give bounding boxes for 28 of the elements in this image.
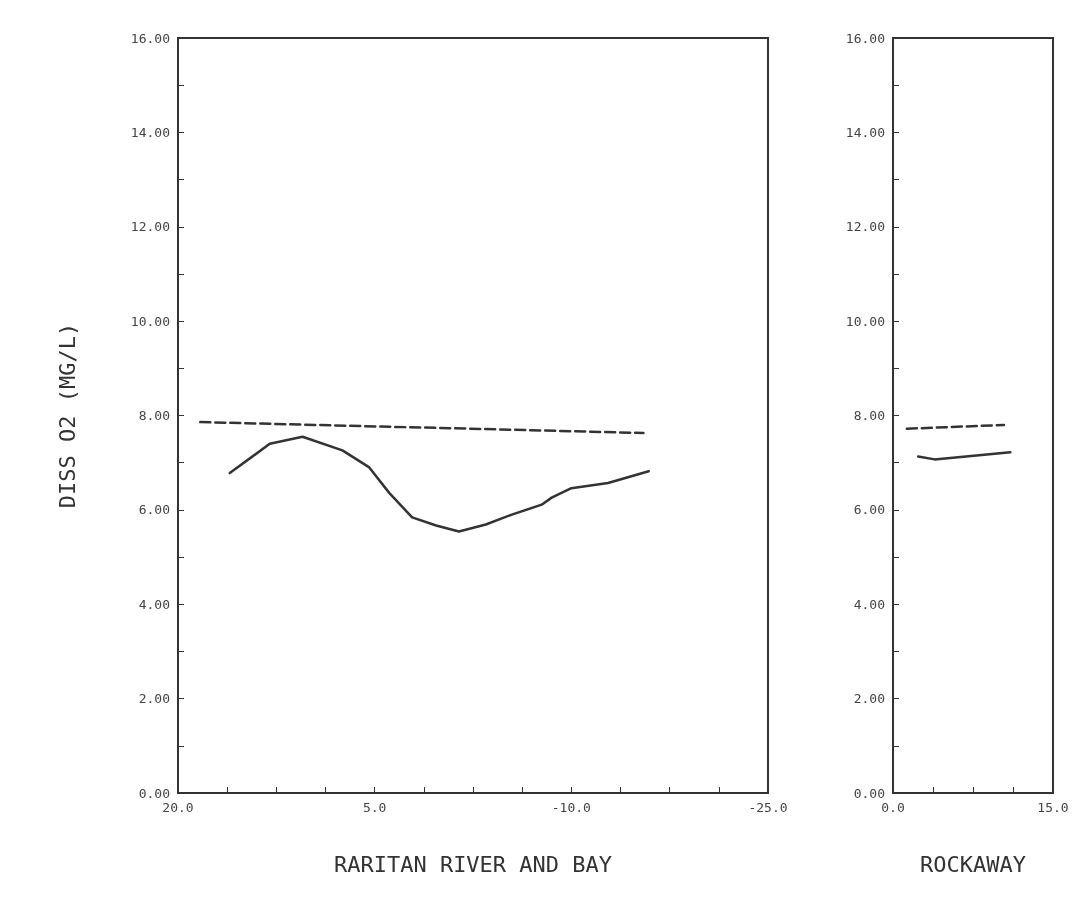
y-tick-label: 6.00 — [853, 502, 885, 518]
y-tick-label: 8.00 — [853, 408, 885, 423]
y-tick-label: 4.00 — [138, 596, 170, 612]
y-tick-label: 2.00 — [138, 691, 170, 707]
y-tick-label: 16.00 — [845, 30, 885, 46]
x-tick-label: 15.0 — [1037, 800, 1069, 815]
x-tick-label: 5.0 — [362, 800, 387, 815]
x-axis-title: ROCKAWAY — [920, 851, 1026, 877]
x-tick-label: 0.0 — [881, 800, 905, 815]
y-tick-label: 0.00 — [138, 785, 170, 801]
x-tick-label: 20.0 — [162, 800, 194, 815]
y-tick-label: 4.00 — [853, 596, 885, 612]
y-tick-label: 14.00 — [130, 124, 170, 140]
y-tick-label: 12.00 — [845, 219, 885, 235]
y-tick-label: 6.00 — [138, 502, 170, 518]
x-tick-label: -25.0 — [748, 800, 788, 815]
x-axis-title: RARITAN RIVER AND BAY — [333, 851, 613, 877]
y-tick-label: 14.00 — [845, 124, 885, 140]
y-tick-label: 2.00 — [853, 691, 885, 707]
y-tick-label: 10.00 — [845, 313, 885, 329]
y-tick-label: 10.00 — [130, 313, 170, 329]
x-tick-label: -10.0 — [551, 800, 591, 815]
y-tick-label: 12.00 — [130, 219, 170, 235]
y-tick-label: 0.00 — [853, 785, 885, 801]
y-axis-title: DISS O2 (MG/L) — [54, 322, 80, 509]
y-tick-label: 16.00 — [130, 30, 170, 46]
line-series — [228, 435, 650, 533]
y-tick-label: 8.00 — [138, 408, 170, 423]
